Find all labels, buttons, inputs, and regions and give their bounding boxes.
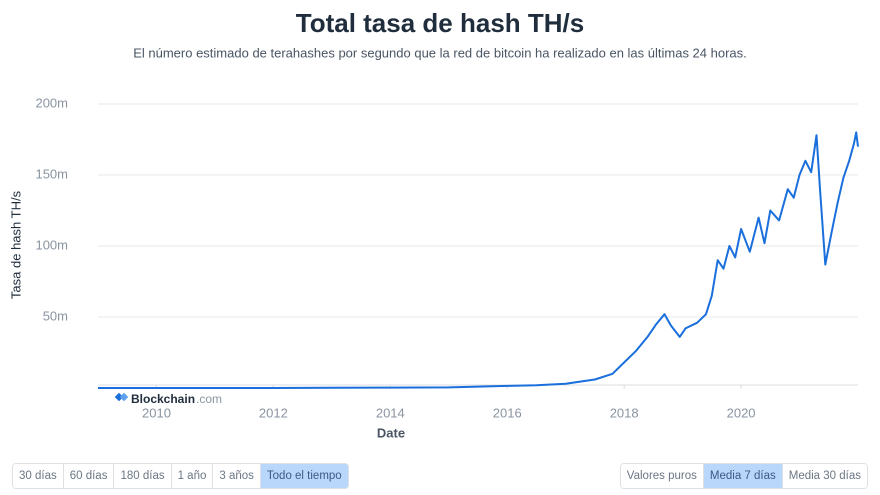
x-tick-label: 2020 [727, 405, 756, 420]
toggle-button[interactable]: 3 años [213, 464, 261, 488]
y-tick-label: 150m [35, 166, 68, 181]
brand-suffix: .com [196, 392, 222, 406]
average-group: Valores puros Media 7 días Media 30 días [619, 463, 868, 489]
toggle-button[interactable]: Valores puros [620, 464, 704, 488]
range-group: 30 días 60 días 180 días 1 año 3 años Todo el… [12, 463, 349, 489]
toggle-button[interactable]: Media 7 días [703, 464, 783, 488]
chart-subtitle: El número estimado de terahashes por seg… [133, 45, 747, 60]
y-tick-label: 100m [35, 237, 68, 252]
x-tick-label: 2016 [493, 405, 522, 420]
chart: Total tasa de hash TH/s El número estima… [8, 8, 859, 440]
toggle-button[interactable]: 30 días [13, 464, 64, 488]
x-tick-label: 2018 [610, 405, 639, 420]
data-line [98, 131, 859, 389]
toggle-button[interactable]: 1 año [171, 464, 214, 488]
x-tick-label: 2010 [142, 405, 171, 420]
toggle-button[interactable]: 60 días [63, 464, 115, 488]
y-tick-label: 50m [43, 308, 68, 323]
brand-logo [114, 392, 129, 402]
toggle-button[interactable]: Todo el tiempo [260, 464, 348, 488]
x-axis-label: Date [377, 425, 405, 440]
x-tick-label: 2012 [259, 405, 288, 420]
x-tick-label: 2014 [376, 405, 405, 420]
toggle-button[interactable]: 180 días [114, 464, 172, 488]
brand-name: Blockchain [131, 392, 195, 406]
y-tick-label: 200m [35, 95, 68, 110]
chart-title: Total tasa de hash TH/s [296, 8, 584, 38]
y-axis-label: Tasa de hash TH/s [8, 190, 23, 299]
toggle-button[interactable]: Media 30 días [782, 464, 867, 488]
